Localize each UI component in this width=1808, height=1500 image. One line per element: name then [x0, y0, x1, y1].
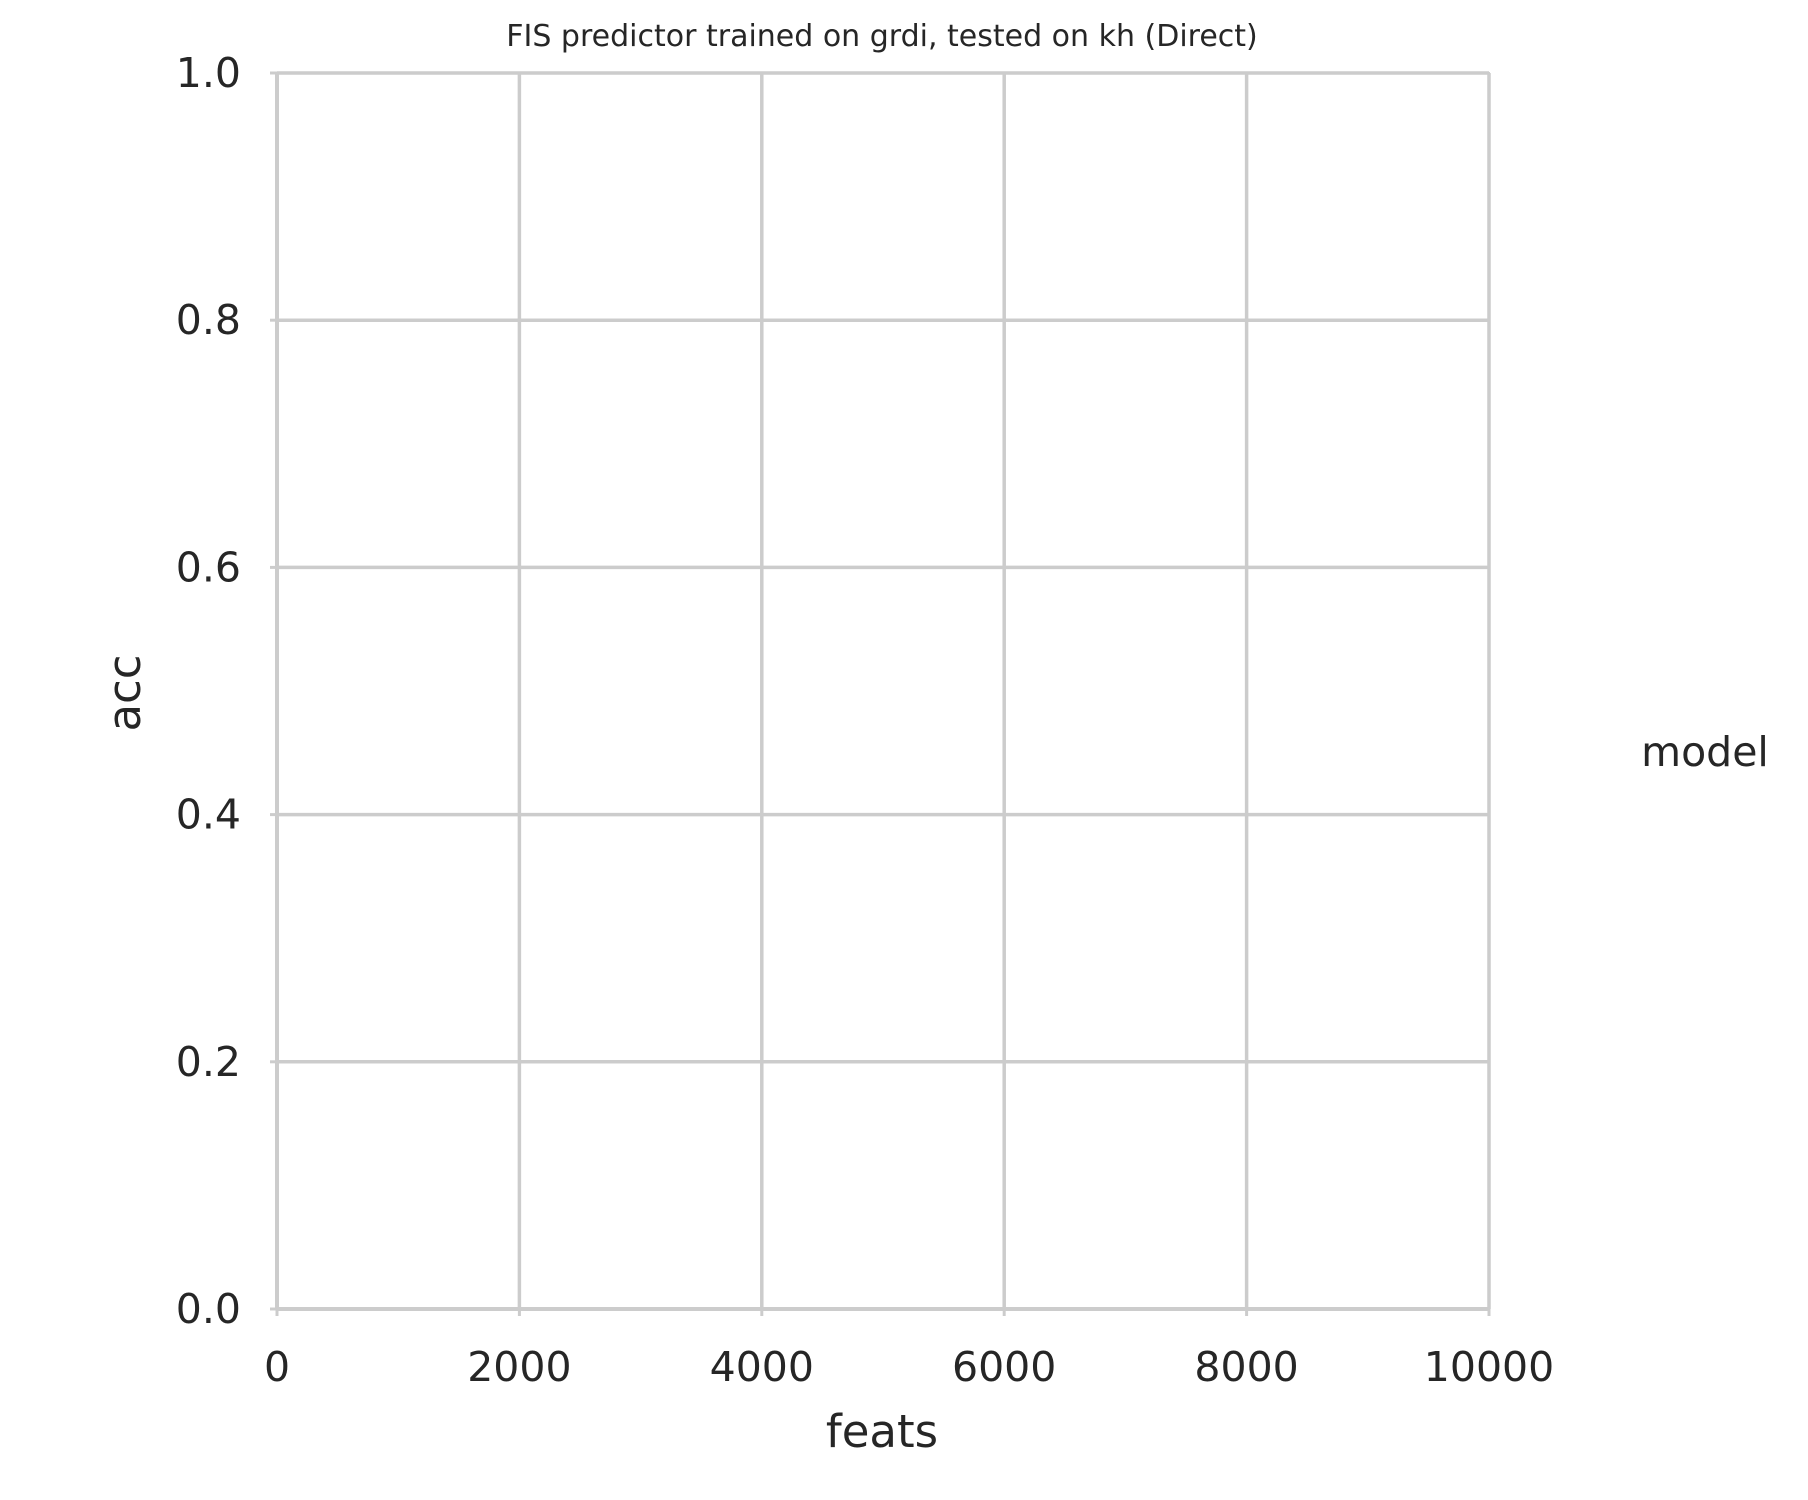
x-tick-label: 4000 [710, 1343, 814, 1391]
legend-title: model [1641, 728, 1769, 776]
y-tick-label: 0.8 [176, 296, 241, 344]
y-tick-label: 1.0 [176, 49, 241, 97]
y-axis-ticks: 0.0 0.2 0.4 0.6 0.8 1.0 [176, 49, 277, 1333]
x-tick-label: 10000 [1424, 1343, 1554, 1391]
plot-frame [276, 72, 1490, 1310]
y-tick-label: 0.6 [176, 543, 241, 591]
x-axis-ticks: 0 2000 4000 6000 8000 10000 [264, 1309, 1554, 1391]
plot-area [275, 72, 1490, 1311]
y-tick-label: 0.4 [176, 791, 241, 839]
y-tick-label: 0.2 [176, 1038, 241, 1086]
y-axis-label: acc [98, 654, 151, 731]
chart-title: FIS predictor trained on grdi, tested on… [506, 19, 1258, 54]
x-tick-label: 0 [264, 1343, 290, 1391]
x-tick-label: 2000 [467, 1343, 571, 1391]
x-axis-label: feats [826, 1405, 938, 1458]
y-tick-label: 0.0 [176, 1285, 241, 1333]
x-tick-label: 8000 [1194, 1343, 1298, 1391]
grid [275, 71, 1491, 1311]
x-tick-label: 6000 [952, 1343, 1056, 1391]
